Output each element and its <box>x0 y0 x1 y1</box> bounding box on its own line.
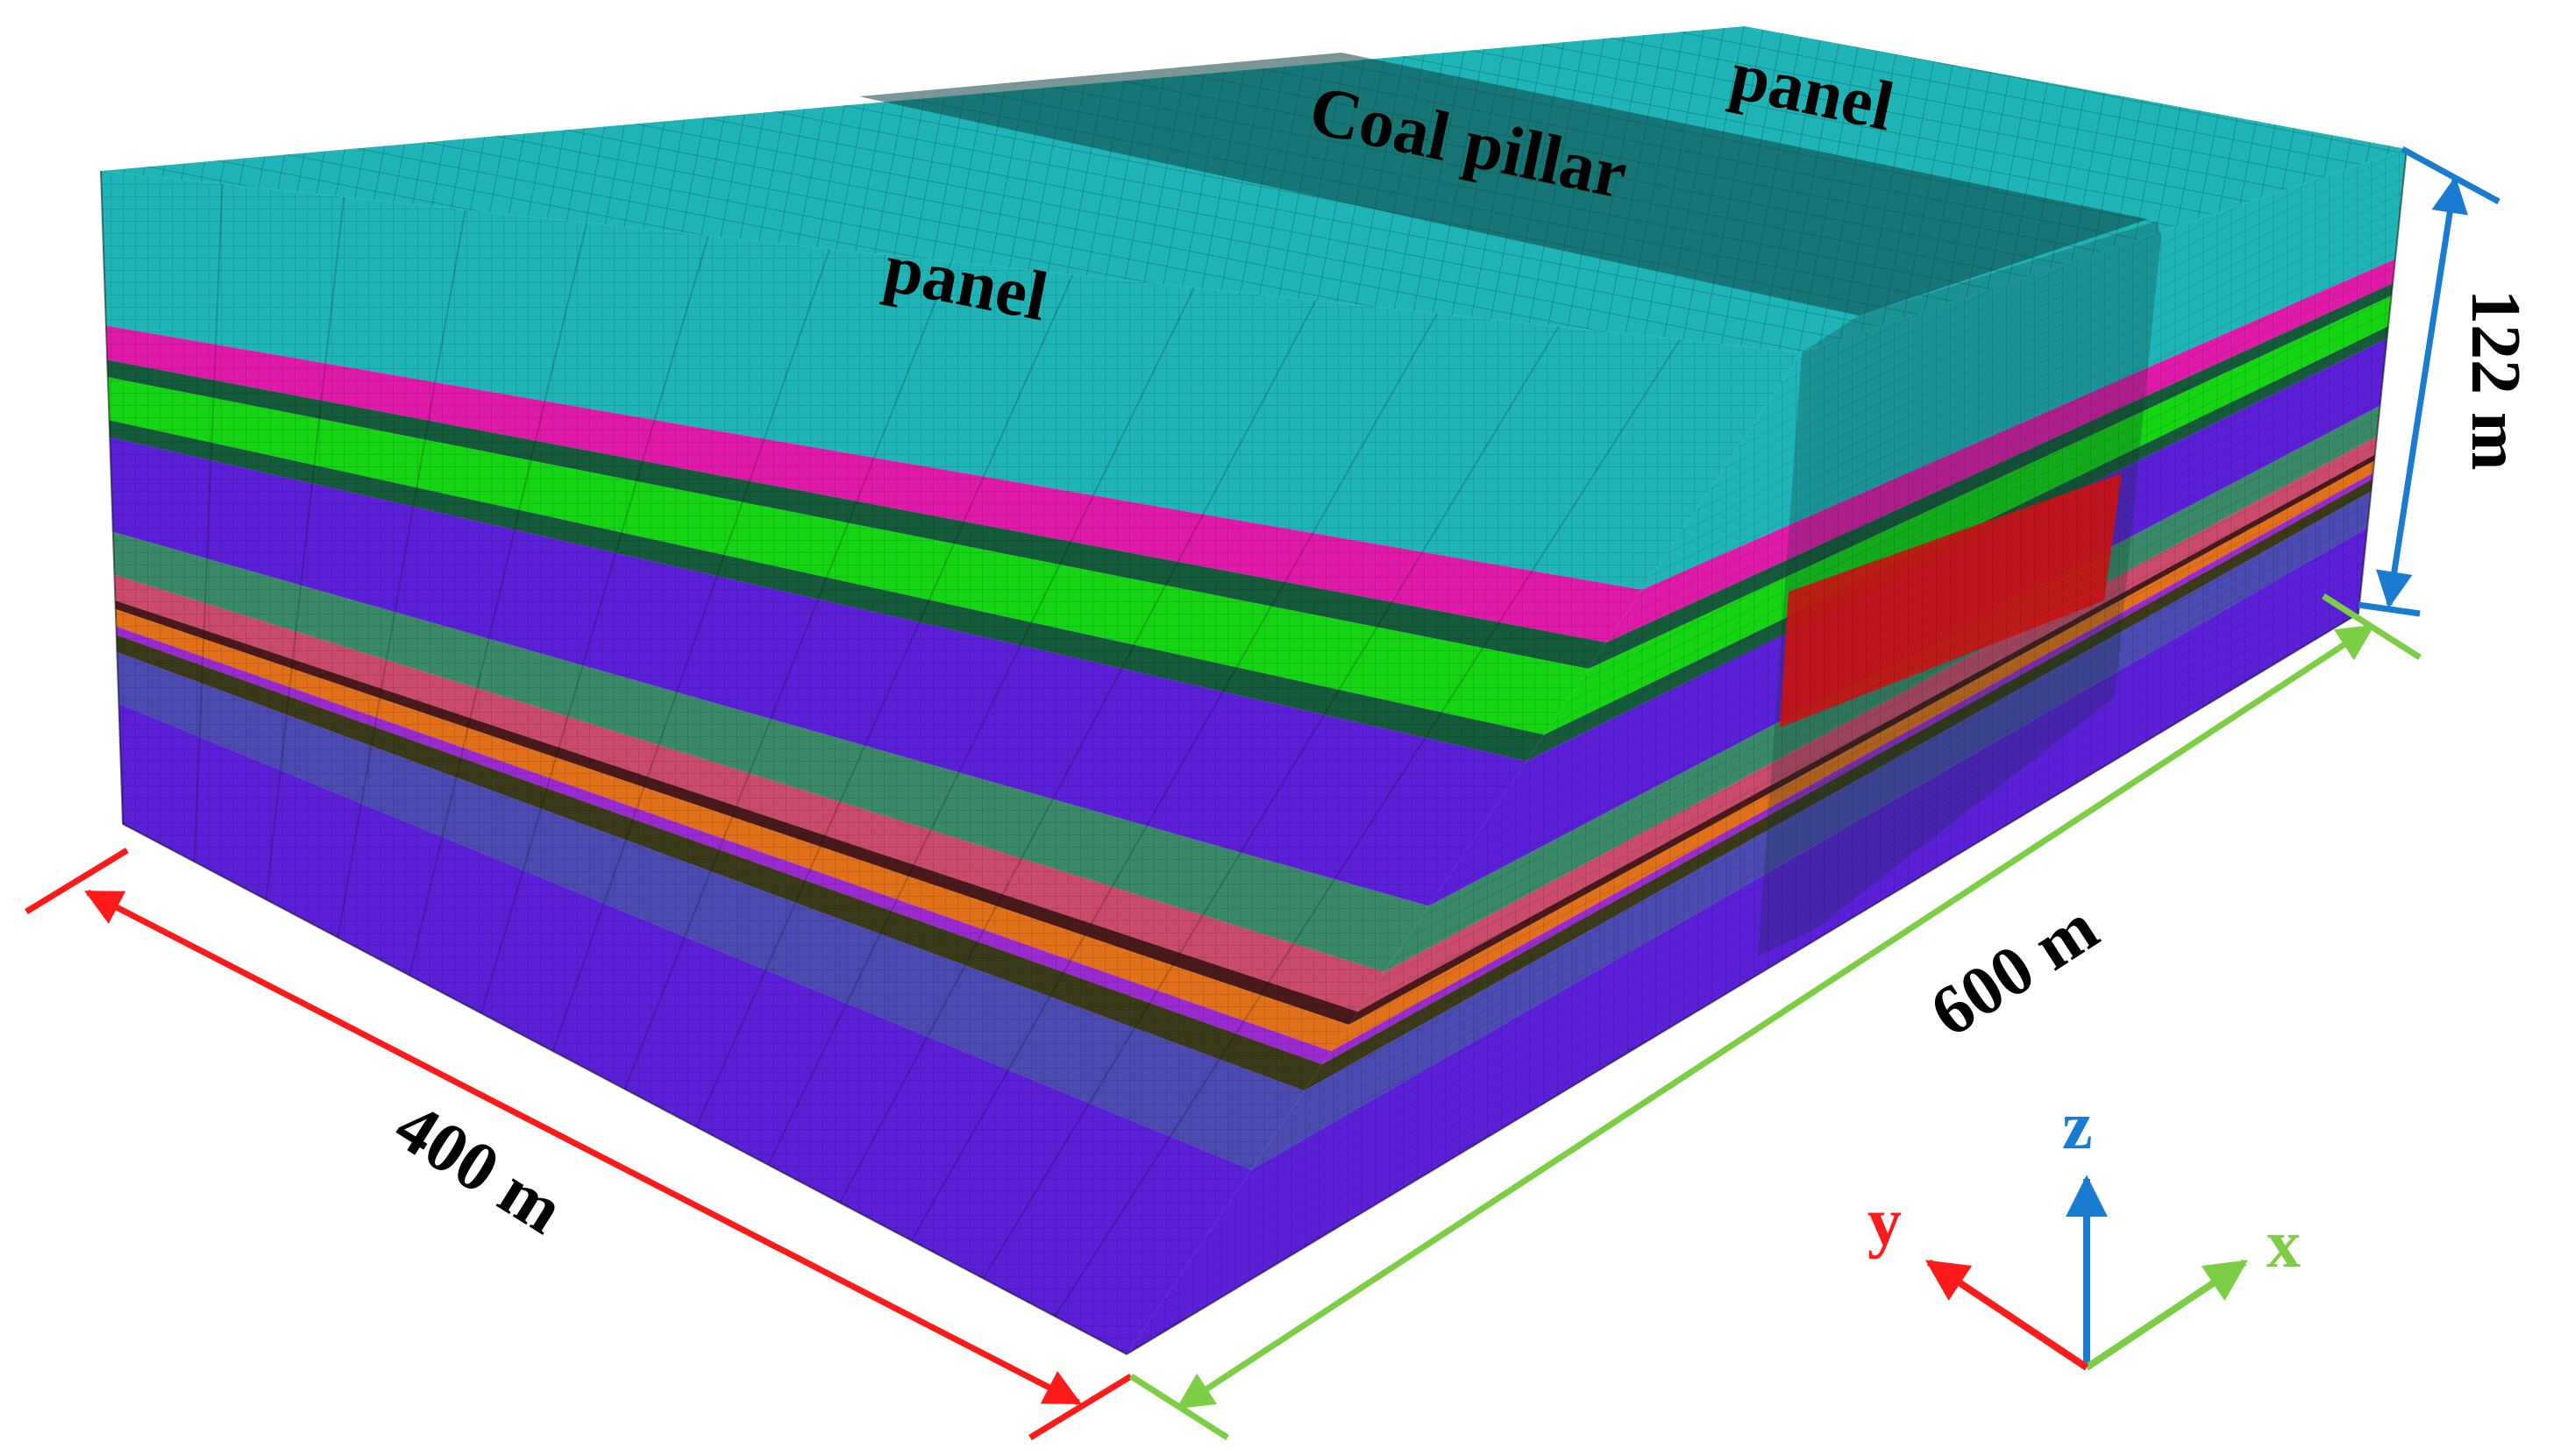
front-mesh-column <box>265 196 345 900</box>
front-mesh-column <box>337 210 466 938</box>
length-label: 600 m <box>1917 889 2111 1052</box>
coal-pillar-band-top <box>859 53 2148 316</box>
height-label: 122 m <box>2457 289 2534 471</box>
front-face-mesh <box>101 171 1802 1354</box>
z-axis-label: z <box>2062 1087 2093 1163</box>
block-outline <box>100 148 2408 1356</box>
y-axis-label: y <box>1867 1183 1902 1260</box>
axis-triad: z x y <box>1867 1087 2301 1371</box>
width-label: 400 m <box>381 1088 576 1249</box>
front-mesh-column <box>409 222 588 977</box>
front-mesh-column <box>480 235 709 1014</box>
dimension-height: 122 m <box>2358 146 2534 617</box>
front-mesh-column <box>193 183 224 863</box>
x-axis-label: x <box>2266 1205 2301 1282</box>
